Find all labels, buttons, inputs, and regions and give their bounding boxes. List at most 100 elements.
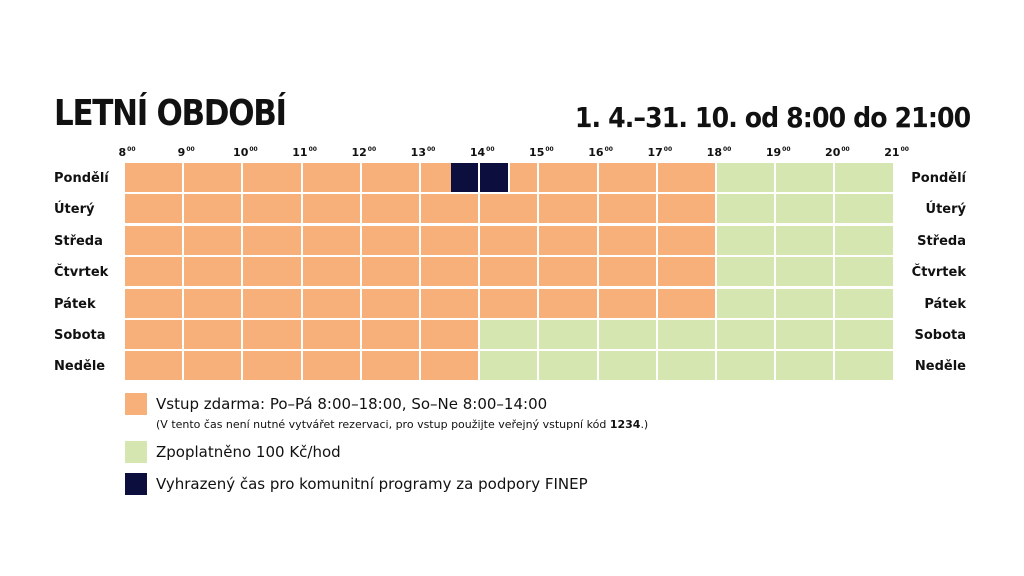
free-slot-cell (657, 257, 717, 287)
hour-label: 800 (118, 144, 135, 159)
paid-slot-cell (835, 257, 895, 287)
hour-number: 17 (647, 146, 663, 159)
free-slot-cell (184, 257, 244, 287)
free-slot-cell (243, 351, 303, 381)
day-label-right: Pátek (924, 296, 966, 312)
paid-slot-cell (717, 320, 777, 349)
hour-minutes: 00 (426, 146, 436, 153)
paid-slot-cell (776, 225, 836, 255)
paid-slot-cell (776, 194, 836, 224)
hour-number: 19 (765, 146, 782, 159)
free-slot-cell (657, 288, 717, 318)
free-slot-cell (361, 351, 421, 381)
paid-slot-cell (835, 320, 895, 349)
day-label-left: Úterý (54, 202, 95, 218)
day-label-right: Čtvrtek (911, 265, 966, 281)
entry-code: 1234 (609, 418, 641, 431)
free-slot-cell (421, 194, 481, 224)
free-slot-cell (480, 257, 540, 287)
legend-free-note-end: .) (640, 418, 649, 431)
legend-reserved-label: Vyhrazený čas pro komunitní programy za … (156, 475, 588, 493)
free-slot-cell (598, 163, 658, 192)
paid-slot-cell (657, 320, 717, 349)
day-label-left: Čtvrtek (54, 265, 109, 281)
schedule-row (125, 194, 895, 225)
hour-number: 14 (469, 146, 486, 159)
schedule-grid (125, 163, 895, 383)
free-slot-cell (243, 225, 303, 255)
day-label-right: Neděle (914, 359, 966, 375)
paid-slot-cell (717, 351, 777, 381)
free-slot-cell (125, 225, 185, 255)
free-slot-cell (302, 225, 362, 255)
free-slot-cell (125, 194, 185, 224)
hour-number: 9 (177, 146, 186, 159)
free-slot-cell (184, 194, 244, 224)
paid-slot-cell (835, 194, 895, 224)
legend-paid-swatch (125, 441, 147, 463)
day-label-right: Úterý (925, 202, 966, 218)
hour-minutes: 00 (486, 146, 495, 153)
paid-slot-cell (657, 351, 717, 381)
paid-slot-cell (776, 288, 836, 318)
free-slot-cell (302, 288, 362, 318)
paid-slot-cell (539, 351, 599, 381)
legend-free-label: Vstup zdarma: Po–Pá 8:00–18:00, So–Ne 8:… (156, 395, 548, 413)
hour-label: 1400 (470, 144, 495, 159)
hour-number: 11 (292, 146, 308, 159)
day-label-left: Středa (54, 233, 103, 249)
hour-label: 1300 (411, 144, 436, 159)
free-slot-cell (184, 288, 244, 318)
paid-slot-cell (717, 194, 777, 224)
free-slot-cell (598, 257, 658, 287)
schedule-row (125, 225, 895, 257)
day-label-left: Pondělí (54, 171, 109, 186)
paid-slot-cell (717, 225, 777, 255)
free-slot-cell (243, 320, 303, 349)
hour-number: 18 (706, 146, 722, 159)
day-label-right: Středa (917, 233, 966, 249)
paid-slot-cell (776, 257, 836, 287)
paid-slot-cell (539, 320, 599, 349)
free-slot-cell (361, 320, 421, 349)
free-slot-cell (539, 194, 599, 224)
legend-free-note-text: (V tento čas není nutné vytvářet rezerva… (156, 418, 610, 431)
free-slot-cell (184, 351, 244, 381)
hour-label: 900 (178, 144, 195, 159)
schedule-row (125, 351, 895, 382)
hour-minutes: 00 (663, 146, 673, 153)
free-slot-cell (421, 225, 481, 255)
paid-slot-cell (835, 351, 895, 381)
free-slot-cell (480, 225, 540, 255)
paid-slot-cell (480, 351, 540, 381)
free-slot-cell (125, 351, 185, 381)
hour-label: 1500 (529, 144, 554, 159)
free-slot-cell (125, 163, 185, 192)
free-slot-cell (243, 194, 303, 224)
free-slot-cell (421, 288, 481, 318)
free-slot-cell (125, 320, 185, 349)
free-slot-cell (421, 320, 481, 349)
free-slot-cell (657, 225, 717, 255)
free-slot-cell (184, 225, 244, 255)
free-slot-cell (243, 257, 303, 287)
free-slot-cell (421, 257, 481, 287)
hour-label: 2000 (825, 144, 850, 159)
free-slot-cell (302, 320, 362, 349)
free-slot-cell (657, 194, 717, 224)
free-slot-cell (243, 288, 303, 318)
day-label-left: Neděle (54, 359, 106, 375)
day-label-left: Sobota (54, 328, 106, 343)
hour-minutes: 00 (900, 146, 909, 153)
hour-minutes: 00 (127, 146, 136, 153)
free-slot-cell (598, 194, 658, 224)
hour-minutes: 00 (722, 146, 732, 153)
hour-minutes: 00 (782, 146, 791, 153)
schedule-row (125, 163, 895, 194)
hour-label: 1100 (292, 144, 317, 159)
paid-slot-cell (776, 320, 836, 349)
paid-slot-cell (480, 320, 540, 349)
paid-slot-cell (717, 288, 777, 318)
day-label-right: Sobota (914, 328, 966, 343)
free-slot-cell (361, 288, 421, 318)
